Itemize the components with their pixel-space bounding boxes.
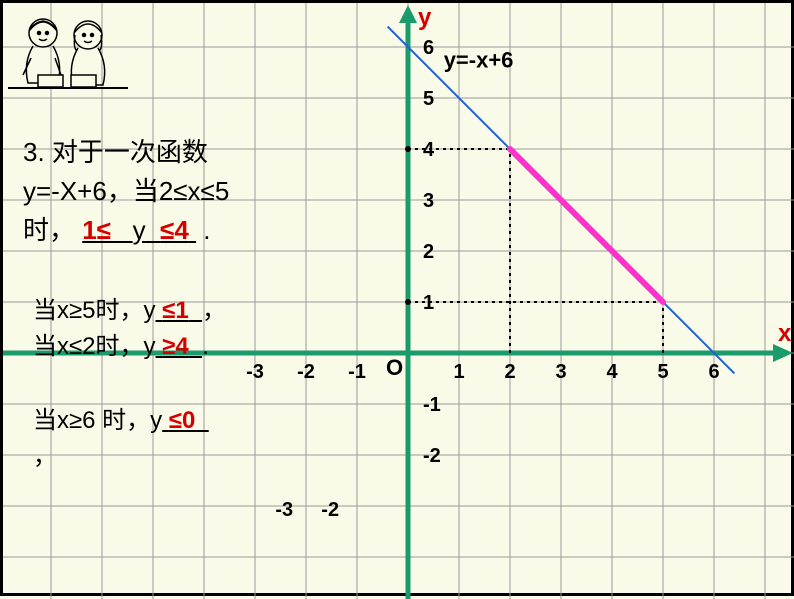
answer-4: ≤0	[169, 407, 196, 434]
svg-text:6: 6	[423, 37, 434, 59]
svg-text:2: 2	[423, 241, 434, 263]
q-line5: 当x≤2时，y ≥4 .	[33, 329, 226, 365]
svg-text:2: 2	[504, 361, 515, 383]
svg-text:1: 1	[423, 292, 434, 314]
q-line1: 3. 对于一次函数	[23, 133, 229, 172]
svg-text:x: x	[778, 320, 792, 347]
answer-2: ≤1	[162, 297, 189, 324]
svg-text:-2: -2	[321, 499, 339, 521]
svg-text:-1: -1	[423, 394, 441, 416]
question-part3: 当x≥6 时，y ≤0 ，	[33, 403, 209, 475]
svg-text:y: y	[418, 4, 432, 31]
question-text: 3. 对于一次函数 y=-X+6，当2≤x≤5 时， 1≤ y ≤4 .	[23, 133, 229, 250]
svg-text:3: 3	[555, 361, 566, 383]
q-line6: 当x≥6 时，y ≤0	[33, 403, 209, 439]
svg-text:-3: -3	[275, 499, 293, 521]
svg-text:6: 6	[708, 361, 719, 383]
svg-text:4: 4	[423, 139, 435, 161]
q-line2: y=-X+6，当2≤x≤5	[23, 172, 229, 211]
answer-3: ≥4	[162, 333, 189, 360]
svg-text:4: 4	[606, 361, 618, 383]
question-part2: 当x≥5时，y ≤1 ， 当x≤2时，y ≥4 .	[33, 293, 226, 365]
svg-text:O: O	[386, 355, 403, 380]
svg-text:-2: -2	[297, 361, 315, 383]
q-line6b: ，	[33, 439, 209, 475]
q-line4: 当x≥5时，y ≤1 ，	[33, 293, 226, 329]
svg-text:3: 3	[423, 190, 434, 212]
svg-text:-3: -3	[246, 361, 264, 383]
answer-1b: ≤4	[160, 215, 189, 245]
students-illustration	[3, 3, 133, 103]
svg-text:-1: -1	[348, 361, 366, 383]
svg-text:-2: -2	[423, 445, 441, 467]
answer-1a: 1≤	[82, 215, 111, 245]
svg-text:y=-x+6: y=-x+6	[444, 47, 514, 72]
svg-text:5: 5	[657, 361, 668, 383]
svg-text:1: 1	[453, 361, 464, 383]
svg-text:5: 5	[423, 88, 434, 110]
q-line3: 时， 1≤ y ≤4 .	[23, 211, 229, 250]
